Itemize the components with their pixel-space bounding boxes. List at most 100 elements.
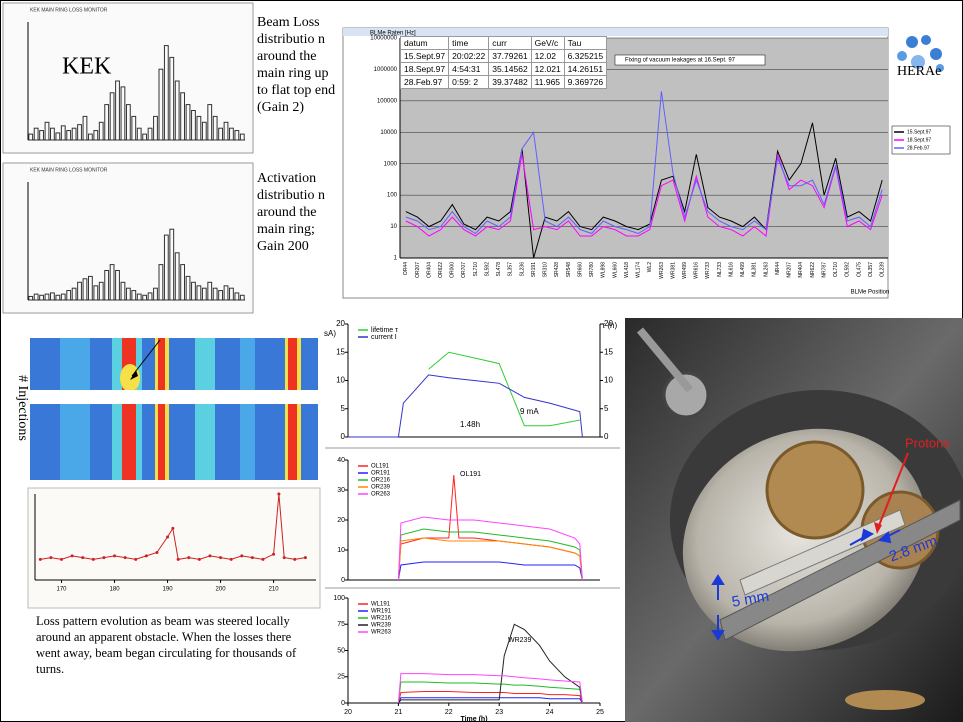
bar: [163, 45, 169, 141]
hera-logo: [897, 35, 944, 72]
y-tick-label: 0: [341, 432, 346, 441]
y2-axis-label: τ (h): [602, 321, 617, 330]
y-tick-label: 0: [341, 577, 345, 584]
photo-label: Protons: [905, 435, 950, 450]
y-tick-label: 100: [333, 595, 345, 602]
y-tick-label: 15: [336, 347, 345, 356]
x-tick-label: NR787: [821, 262, 827, 278]
line-series: [397, 561, 583, 581]
bar: [71, 127, 77, 141]
bar: [115, 80, 120, 141]
y-axis-label: sA): [324, 329, 336, 338]
x-tick-label: NL499: [740, 262, 746, 277]
y-tick-label: 10000: [380, 130, 397, 136]
bar: [174, 80, 180, 141]
bar: [163, 234, 169, 301]
annotation: 9 mA: [520, 407, 539, 416]
bar: [185, 104, 191, 141]
x-tick-label: 20: [344, 709, 352, 716]
legend-label: WR263: [371, 630, 392, 636]
x-tick-label: 22: [445, 709, 453, 716]
bar: [207, 104, 213, 141]
table-header: GeV/c: [530, 36, 565, 50]
legend-label: WR239: [371, 623, 392, 629]
y2-tick-label: 0: [604, 432, 609, 441]
x-tick-label: NR404: [798, 262, 804, 278]
x-axis-label: Time (h): [460, 716, 487, 722]
bar: [55, 132, 61, 141]
table-header: Tau: [563, 36, 608, 50]
x-tick-label: 190: [163, 587, 174, 593]
y-tick-label: 75: [337, 621, 345, 628]
x-tick-label: SL357: [508, 262, 514, 277]
x-tick-label: SL236: [519, 262, 525, 277]
bar: [109, 92, 115, 141]
bar: [131, 290, 137, 301]
x-tick-label: SR660: [577, 262, 583, 278]
point: [91, 557, 95, 561]
line-series: [397, 681, 583, 704]
bar: [93, 285, 99, 301]
point: [187, 556, 191, 560]
line-series: [348, 374, 583, 438]
x-tick-label: SR428: [554, 262, 560, 278]
chart: 170 180 190 200 210: [34, 492, 316, 593]
bar: [223, 121, 229, 141]
chart: [27, 22, 245, 141]
line-series: [397, 697, 583, 704]
legend-label: OR216: [371, 478, 391, 484]
point: [240, 554, 244, 558]
line-series: [397, 691, 583, 704]
chart: 0 25 50 75 100 20 21 22 23 24 25 Time (h) WL191WR191…: [333, 595, 604, 722]
x-tick-label: OL592: [845, 262, 851, 277]
chart-title: BLMe Raten [Hz]: [370, 31, 416, 37]
legend-label: OL191: [371, 464, 390, 470]
photo: [625, 318, 963, 722]
bar: [39, 294, 44, 301]
table-cell: 0:59: 2: [448, 75, 490, 89]
y-tick-label: 10: [336, 376, 345, 385]
point: [176, 557, 180, 561]
annotation: Fixing of vacuum leakages at 16.Sept. 97: [625, 58, 736, 64]
bar: [196, 115, 202, 141]
x-tick-label: WR616: [694, 262, 700, 279]
table-cell: 18.Sept.97: [399, 62, 450, 76]
x-tick-label: SR191: [531, 262, 537, 278]
point: [303, 556, 307, 560]
annotation: 1.48h: [460, 420, 480, 429]
x-tick-label: OR404: [426, 262, 432, 278]
bar: [93, 130, 99, 141]
x-tick-label: WR381: [670, 262, 676, 279]
x-tick-label: WR733: [705, 262, 711, 279]
line-series: [397, 474, 583, 581]
x-tick-label: WL418: [624, 262, 630, 278]
bar: [120, 281, 126, 301]
y-tick-label: 10000000: [370, 36, 397, 42]
legend-label: 18.Sept.97: [907, 137, 931, 143]
legend-label: 15.Sept.97: [907, 129, 931, 135]
table-cell: 35.14562: [488, 62, 532, 76]
bar: [28, 133, 34, 141]
bar: [55, 294, 61, 301]
x-tick-label: 180: [110, 587, 121, 593]
table-header: time: [448, 36, 490, 50]
y2-tick-label: 5: [604, 404, 609, 413]
bar: [223, 285, 229, 301]
y-tick-label: 10: [337, 547, 345, 554]
bar: [234, 292, 240, 301]
x-tick-label: OR000: [450, 262, 456, 278]
photo-arrows: [711, 528, 901, 641]
legend-label: OR191: [371, 471, 391, 477]
bar: [136, 293, 142, 301]
legend-label: 28.Feb.97: [907, 145, 930, 151]
protons-arrow-head: [874, 522, 882, 534]
point: [208, 554, 212, 558]
point: [282, 556, 286, 560]
bar: [147, 292, 153, 301]
point: [60, 557, 64, 561]
bar: [33, 293, 39, 301]
table-row: 15.Sept.97 20:02:22 37.79261 12.02 6.325215: [399, 49, 608, 63]
table-cell: 12.021: [530, 62, 565, 76]
activation-text: Activation distributio n around the main…: [257, 171, 326, 254]
bar: [71, 287, 77, 301]
